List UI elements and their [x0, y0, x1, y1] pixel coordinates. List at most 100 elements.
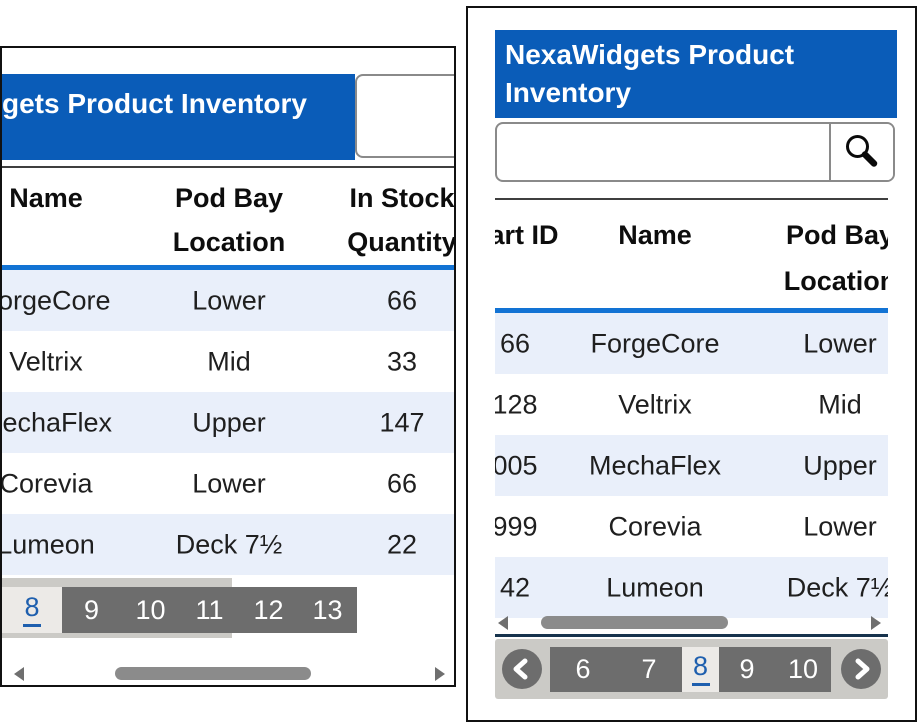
cell-pod-bay: Lower [803, 328, 877, 358]
scrollbar-thumb[interactable] [115, 667, 311, 680]
horizontal-scrollbar [2, 660, 454, 685]
cell-quantity: 66 [386, 285, 418, 315]
current-page-number: 8 [692, 651, 709, 681]
table-row: 128 Veltrix Mid [495, 374, 888, 435]
cell-part-id: 005 [495, 450, 538, 480]
grid-bottom-border [495, 634, 888, 637]
column-header-part-id: Part ID [495, 220, 559, 250]
current-page[interactable]: 8 [2, 587, 62, 633]
cell-part-id: 999 [495, 511, 538, 541]
cell-name: Lumeon [606, 572, 704, 602]
table-header-row: Name Pod Bay Location In Stock Quantity [2, 176, 456, 268]
title-bar: NexaWidgets Product Inventory [495, 30, 897, 118]
chevron-left-icon [513, 658, 528, 680]
cell-pod-bay: Mid [818, 389, 862, 419]
page-button[interactable]: 7 [641, 654, 657, 684]
table-row: 999 Corevia Lower [495, 496, 888, 557]
table-row: Veltrix Mid 33 [2, 331, 454, 392]
cell-pod-bay: Lower [192, 285, 266, 315]
page-button[interactable]: 9 [83, 594, 100, 625]
column-header-pod-line1: Pod Bay [785, 220, 888, 250]
next-page-button[interactable] [841, 649, 881, 689]
page-button[interactable]: 13 [312, 594, 343, 625]
search-input[interactable] [357, 76, 454, 156]
table-row: ForgeCore Lower 66 [2, 270, 454, 331]
table-row: MechaFlex Upper 147 [2, 392, 454, 453]
prev-page-button[interactable] [502, 649, 542, 689]
current-page[interactable]: 8 [682, 647, 719, 692]
grid-top-border [495, 198, 888, 200]
column-header-qty-line2: Quantity [347, 227, 456, 257]
column-header-pod-line2: Location [783, 266, 888, 296]
cell-quantity: 66 [386, 468, 418, 498]
cell-name: ForgeCore [590, 328, 720, 358]
cell-quantity: 33 [386, 346, 418, 376]
inventory-panel-wide: NexaWidgets Product Inventory Name Pod B… [0, 46, 456, 687]
column-header-pod-line2: Location [172, 227, 286, 257]
search-box [355, 74, 454, 158]
column-header-qty-line1: In Stock [349, 183, 455, 213]
scroll-left-arrow-icon[interactable] [498, 616, 508, 630]
cell-part-id: 128 [495, 389, 538, 419]
column-header-name: Name [618, 220, 692, 250]
scrollbar-thumb[interactable] [541, 616, 728, 629]
cell-name: Corevia [608, 511, 702, 541]
table-row: Corevia Lower 66 [0, 453, 454, 514]
cell-name: ForgeCore [2, 285, 111, 315]
table-row: 42 Lumeon Deck 7½ [495, 557, 888, 618]
cell-pod-bay: Deck 7½ [175, 529, 283, 559]
horizontal-scrollbar [495, 612, 888, 634]
search-icon [846, 135, 878, 167]
cell-name: Corevia [0, 468, 93, 498]
cell-part-id: 42 [499, 572, 531, 602]
table-row: Lumeon Deck 7½ 22 [0, 514, 454, 575]
inventory-panel-narrow: NexaWidgets Product Inventory Part ID Na… [466, 6, 917, 722]
grid-viewport[interactable]: Part ID Name Pod Bay Location 66 ForgeCo… [495, 200, 888, 626]
column-header-name: Name [9, 183, 83, 213]
page-title: NexaWidgets Product Inventory [505, 39, 795, 108]
page-button-group: 6 7 [550, 647, 682, 692]
search-box [495, 122, 895, 182]
scroll-right-arrow-icon[interactable] [435, 667, 445, 681]
page-button-group: 9 10 11 12 13 [62, 587, 357, 633]
cell-pod-bay: Upper [803, 450, 877, 480]
cell-part-id: 66 [499, 328, 531, 358]
scroll-left-arrow-icon[interactable] [14, 667, 24, 681]
page-button[interactable]: 12 [253, 594, 284, 625]
page-button[interactable]: 10 [135, 594, 166, 625]
grid-top-border [2, 166, 454, 168]
page-button[interactable]: 10 [787, 654, 819, 684]
cell-name: MechaFlex [588, 450, 722, 480]
search-button[interactable] [829, 124, 893, 180]
page-button-group: 9 10 [719, 647, 831, 692]
cell-pod-bay: Deck 7½ [786, 572, 888, 602]
cell-quantity: 22 [386, 529, 418, 559]
chevron-right-icon [855, 658, 870, 680]
page-button[interactable]: 6 [575, 654, 591, 684]
table-row: 005 MechaFlex Upper [495, 435, 888, 496]
cell-pod-bay: Lower [803, 511, 877, 541]
cell-name: Veltrix [9, 346, 83, 376]
header-underline [2, 265, 454, 270]
table-header-row: Part ID Name Pod Bay Location [495, 213, 888, 305]
cell-name: Veltrix [618, 389, 692, 419]
title-bar: NexaWidgets Product Inventory [2, 74, 355, 160]
page-title: NexaWidgets Product Inventory [2, 88, 307, 119]
cell-quantity: 147 [379, 407, 425, 437]
cell-name: Lumeon [0, 529, 95, 559]
cell-pod-bay: Upper [192, 407, 266, 437]
table-row: 66 ForgeCore Lower [495, 313, 888, 374]
current-page-number: 8 [24, 591, 40, 622]
column-header-pod-line1: Pod Bay [174, 183, 284, 213]
page-button[interactable]: 11 [195, 594, 224, 625]
scroll-right-arrow-icon[interactable] [871, 616, 881, 630]
header-underline [495, 308, 888, 313]
search-input[interactable] [497, 124, 829, 180]
cell-name: MechaFlex [2, 407, 113, 437]
current-page-underline [691, 683, 710, 686]
cell-pod-bay: Mid [207, 346, 251, 376]
page-button[interactable]: 9 [739, 654, 755, 684]
pagination: 6 7 8 9 10 [495, 639, 888, 699]
cell-pod-bay: Lower [192, 468, 266, 498]
current-page-underline [23, 623, 41, 627]
